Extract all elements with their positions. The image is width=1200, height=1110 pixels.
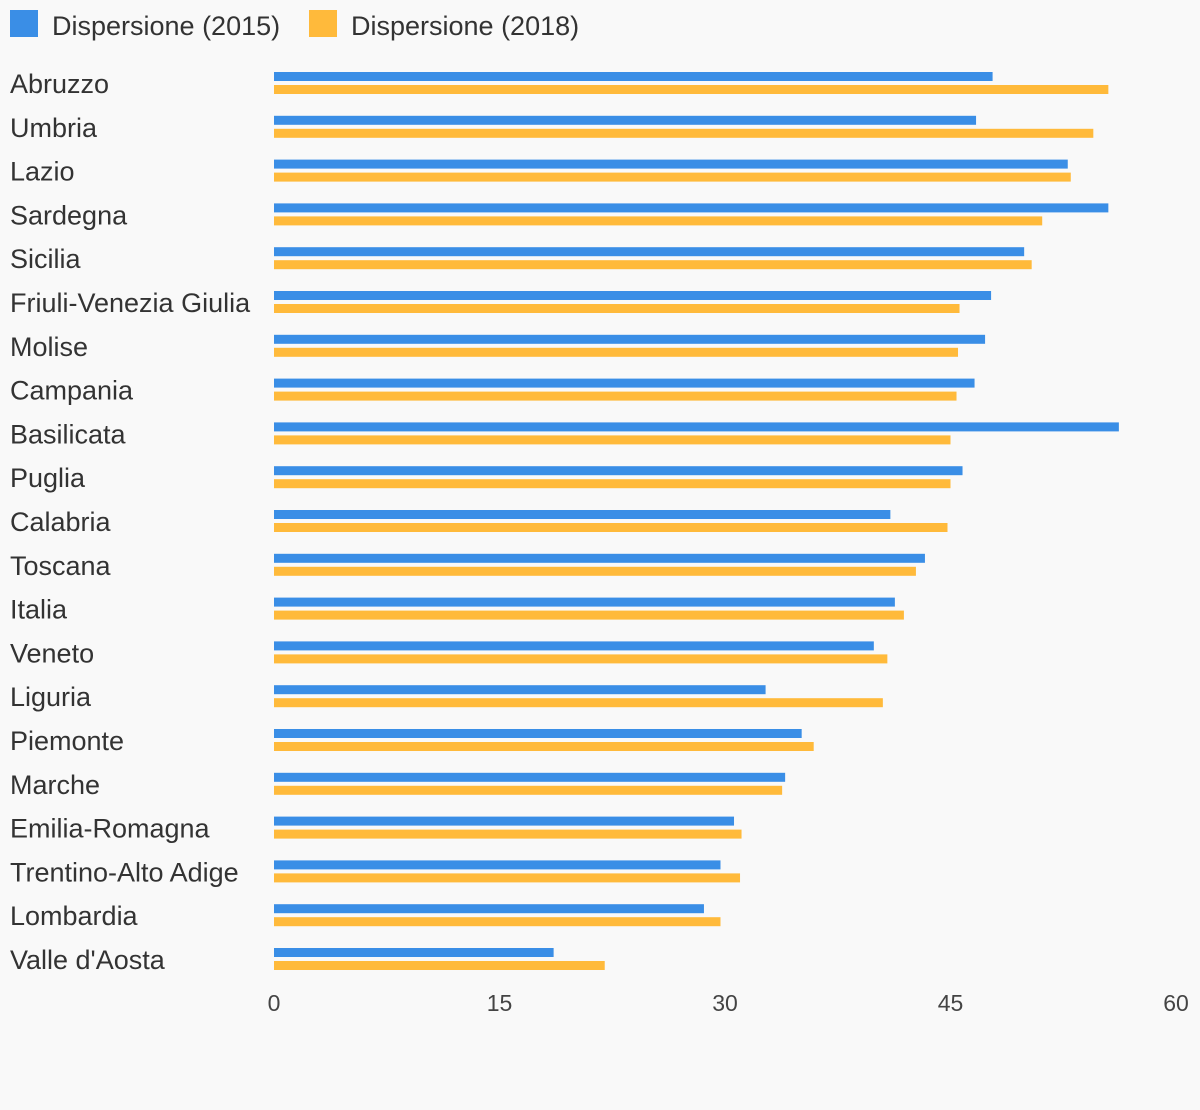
x-tick-label: 0 bbox=[268, 990, 281, 1016]
bar-2015 bbox=[274, 816, 735, 826]
category-label: Lazio bbox=[10, 157, 75, 187]
bar-2018 bbox=[274, 391, 957, 401]
bar-2018 bbox=[274, 260, 1032, 270]
bar-2018 bbox=[274, 435, 951, 445]
category-label: Campania bbox=[10, 376, 134, 406]
category-label: Sardegna bbox=[10, 200, 128, 230]
category-label: Liguria bbox=[10, 682, 92, 712]
bar-2015 bbox=[274, 904, 704, 914]
bar-2015 bbox=[274, 772, 786, 782]
category-label: Trentino-Alto Adige bbox=[10, 857, 239, 887]
category-label: Valle d'Aosta bbox=[10, 945, 166, 975]
bar-2015 bbox=[274, 597, 895, 607]
x-axis-ticks: 0 15 30 45 60 bbox=[268, 990, 1189, 1016]
bar-2018 bbox=[274, 566, 916, 576]
category-label: Emilia-Romagna bbox=[10, 814, 211, 844]
category-label: Calabria bbox=[10, 507, 112, 537]
bar-2015 bbox=[274, 291, 992, 300]
category-label: Friuli-Venezia Giulia bbox=[10, 288, 251, 318]
category-label: Marche bbox=[10, 770, 100, 800]
bar-2018 bbox=[274, 917, 721, 927]
bar-2015 bbox=[274, 334, 986, 344]
category-label: Piemonte bbox=[10, 726, 124, 756]
bar-2015 bbox=[274, 860, 721, 870]
bar-2018 bbox=[274, 654, 888, 664]
legend: Dispersione (2015) Dispersione (2018) bbox=[10, 10, 579, 41]
legend-label-1: Dispersione (2015) bbox=[52, 11, 280, 41]
bar-2018 bbox=[274, 128, 1094, 138]
bar-2015 bbox=[274, 948, 554, 957]
bar-2018 bbox=[274, 610, 904, 620]
bar-2018 bbox=[274, 85, 1109, 94]
category-label: Basilicata bbox=[10, 419, 127, 449]
bar-2015 bbox=[274, 72, 993, 81]
category-label: Italia bbox=[10, 595, 68, 625]
bar-2018 bbox=[274, 785, 783, 795]
legend-swatch-2 bbox=[309, 10, 337, 37]
bar-2018 bbox=[274, 523, 948, 532]
bar-2015 bbox=[274, 203, 1109, 213]
bar-2018 bbox=[274, 742, 814, 751]
x-tick-label: 60 bbox=[1163, 990, 1189, 1016]
bar-2015 bbox=[274, 466, 963, 476]
category-label: Abruzzo bbox=[10, 69, 109, 99]
category-label: Puglia bbox=[10, 463, 86, 493]
category-label: Sicilia bbox=[10, 244, 82, 274]
bars bbox=[274, 72, 1119, 970]
category-label: Umbria bbox=[10, 113, 98, 143]
legend-swatch-1 bbox=[10, 10, 38, 37]
bar-2018 bbox=[274, 961, 605, 970]
bar-2015 bbox=[274, 553, 925, 563]
bar-2015 bbox=[274, 247, 1025, 257]
bar-2015 bbox=[274, 729, 802, 738]
bar-2018 bbox=[274, 216, 1043, 226]
x-tick-label: 45 bbox=[938, 990, 964, 1016]
bar-2015 bbox=[274, 641, 874, 651]
bar-2018 bbox=[274, 873, 741, 883]
category-labels: Abruzzo Umbria Lazio Sardegna Sicilia Friuli-… bbox=[10, 69, 251, 975]
legend-label-2: Dispersione (2018) bbox=[351, 11, 579, 41]
bar-2018 bbox=[274, 347, 959, 357]
bar-2015 bbox=[274, 510, 891, 519]
category-label: Veneto bbox=[10, 638, 94, 668]
bar-2018 bbox=[274, 304, 960, 313]
x-tick-label: 15 bbox=[487, 990, 513, 1016]
bar-2015 bbox=[274, 159, 1068, 169]
bar-2018 bbox=[274, 829, 742, 839]
bar-2015 bbox=[274, 422, 1119, 432]
bar-2015 bbox=[274, 378, 975, 388]
x-tick-label: 30 bbox=[712, 990, 738, 1016]
bar-2015 bbox=[274, 115, 977, 125]
bar-2018 bbox=[274, 479, 951, 489]
bar-2015 bbox=[274, 685, 766, 695]
bar-2018 bbox=[274, 172, 1071, 182]
category-label: Molise bbox=[10, 332, 88, 362]
category-label: Lombardia bbox=[10, 901, 139, 931]
bar-2018 bbox=[274, 698, 883, 708]
category-label: Toscana bbox=[10, 551, 112, 581]
